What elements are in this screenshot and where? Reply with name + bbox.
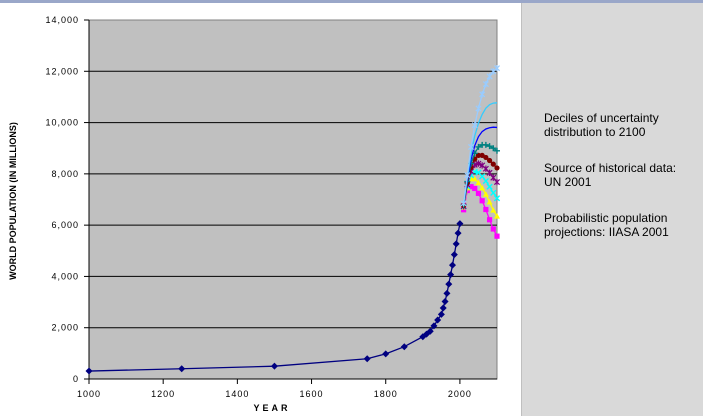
historical-source-note: Source of historical data: UN 2001 <box>544 161 677 189</box>
x-tick-label: 1200 <box>151 389 175 399</box>
data-point <box>483 206 489 213</box>
y-tick-label: 0 <box>73 374 79 384</box>
data-point <box>479 91 486 98</box>
data-point <box>475 105 482 112</box>
data-point <box>486 183 493 190</box>
data-point <box>482 80 489 88</box>
data-point <box>468 143 475 151</box>
data-point <box>475 143 482 150</box>
data-point <box>475 190 482 196</box>
data-point <box>472 185 478 192</box>
data-point <box>486 198 493 205</box>
data-point <box>486 73 493 80</box>
plot-background <box>88 19 498 380</box>
data-point <box>482 177 489 185</box>
data-point <box>452 240 460 248</box>
population-chart: 0 2,000 4,000 6,000 8,000 10,000 12,000 14,000 1… <box>8 15 501 413</box>
data-point <box>363 355 371 363</box>
deciles-note: Deciles of uncertainty distribution to 2… <box>544 111 659 139</box>
data-point <box>483 154 489 161</box>
data-point <box>471 175 478 182</box>
projection-series-9 <box>460 65 501 207</box>
data-point <box>490 226 496 232</box>
data-point <box>479 184 486 191</box>
data-point <box>439 304 447 312</box>
data-point <box>486 143 493 150</box>
data-point <box>490 161 496 167</box>
y-tick-label: 2,000 <box>51 323 79 333</box>
data-point <box>456 220 464 228</box>
notes-panel: Deciles of uncertainty distribution to 2… <box>521 3 703 416</box>
data-point <box>448 261 456 269</box>
data-point <box>447 271 455 279</box>
chart-panel: 0 2,000 4,000 6,000 8,000 10,000 12,000 14,000 1… <box>0 3 521 416</box>
data-point <box>178 365 186 373</box>
data-point <box>490 189 497 196</box>
data-point <box>450 251 458 259</box>
data-point <box>445 280 453 288</box>
data-point <box>494 212 500 219</box>
data-point <box>475 160 482 167</box>
data-point <box>475 179 482 186</box>
data-point <box>434 316 442 324</box>
data-point <box>461 207 467 213</box>
data-point <box>493 195 501 202</box>
top-border <box>0 0 703 3</box>
y-tick-label: 8,000 <box>51 169 79 179</box>
data-point <box>430 322 438 330</box>
historical-series <box>85 220 464 375</box>
x-tick-label: 1000 <box>77 389 101 399</box>
data-point <box>486 157 493 164</box>
y-tick-label: 14,000 <box>45 15 79 25</box>
data-point <box>493 178 501 186</box>
data-point <box>471 121 478 129</box>
y-tick-label: 6,000 <box>51 220 79 230</box>
data-point <box>475 152 482 158</box>
data-point <box>437 310 445 318</box>
data-point <box>494 233 500 239</box>
x-tick-label: 2000 <box>448 389 472 399</box>
historical-line <box>88 223 461 372</box>
data-point <box>426 327 434 335</box>
data-point <box>400 343 408 351</box>
data-point <box>486 169 493 177</box>
data-point <box>494 165 500 171</box>
x-axis-title: YEAR <box>253 403 290 413</box>
data-point <box>441 298 449 306</box>
data-point <box>270 362 278 370</box>
data-point <box>494 147 500 154</box>
data-point <box>490 145 497 152</box>
data-point <box>443 289 451 297</box>
y-tick-label: 12,000 <box>45 66 79 76</box>
data-point <box>493 65 501 72</box>
axes: 0 2,000 4,000 6,000 8,000 10,000 12,000 14,000 1… <box>45 15 497 399</box>
y-tick-label: 10,000 <box>45 118 79 128</box>
data-point <box>490 207 497 213</box>
data-point <box>482 141 489 148</box>
data-point <box>85 367 93 375</box>
projection-source-note: Probabilistic population projections: II… <box>544 211 669 239</box>
data-point <box>486 217 493 223</box>
data-point <box>479 198 485 204</box>
data-point <box>460 200 467 207</box>
plot-area <box>88 19 498 380</box>
data-series <box>85 65 501 375</box>
y-tick-label: 4,000 <box>51 271 79 281</box>
data-point <box>464 171 471 179</box>
data-point <box>482 191 489 197</box>
x-tick-label: 1600 <box>300 389 324 399</box>
data-point <box>382 350 390 358</box>
data-point <box>468 184 474 190</box>
y-axis-title: WORLD POPULATION (IN MILLIONS) <box>8 122 18 280</box>
x-tick-label: 1800 <box>374 389 398 399</box>
x-tick-label: 1400 <box>225 389 249 399</box>
data-point <box>454 229 462 237</box>
